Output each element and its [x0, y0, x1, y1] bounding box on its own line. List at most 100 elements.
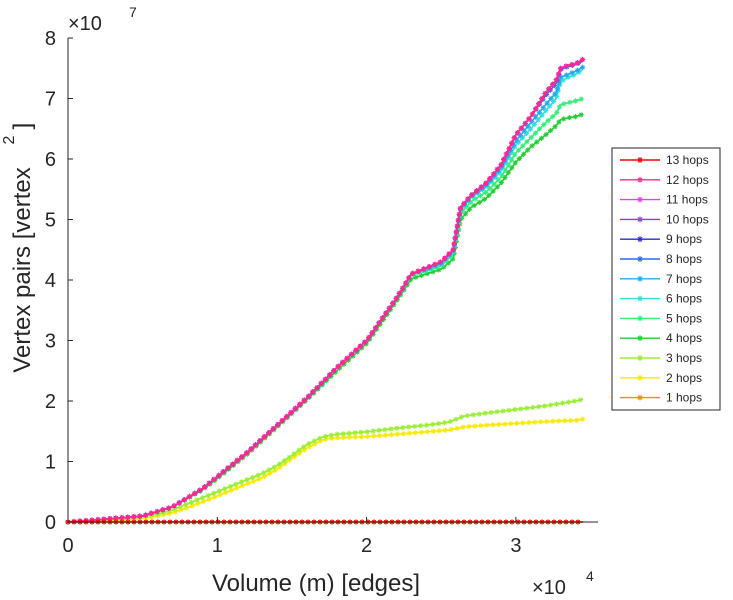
- data-point: [396, 290, 403, 296]
- data-point: [176, 500, 182, 506]
- data-point: [217, 492, 223, 498]
- data-point: [348, 351, 355, 357]
- data-point: [553, 77, 560, 83]
- data-point: [528, 134, 534, 141]
- data-point: [189, 503, 195, 509]
- data-point: [415, 268, 421, 274]
- series-11-hops: [65, 56, 586, 525]
- data-point: [257, 438, 263, 444]
- data-point: [234, 485, 240, 491]
- data-point: [567, 99, 573, 105]
- data-point: [200, 499, 206, 505]
- data-point: [432, 261, 438, 268]
- data-point: [376, 427, 382, 433]
- data-point: [362, 339, 368, 345]
- data-point: [539, 96, 545, 102]
- data-point: [383, 310, 389, 316]
- data-point: [552, 91, 558, 97]
- data-point: [502, 167, 508, 173]
- data-point: [206, 480, 212, 486]
- data-point: [578, 112, 584, 118]
- series-line: [67, 60, 584, 523]
- data-point: [400, 424, 406, 431]
- series-markers: [65, 112, 584, 525]
- data-point: [400, 431, 407, 437]
- data-point: [563, 72, 570, 78]
- series-6-hops: [65, 68, 584, 525]
- data-point: [353, 347, 359, 353]
- data-point: [520, 420, 526, 426]
- legend-entry: 13 hops: [620, 153, 709, 167]
- data-point: [512, 160, 518, 166]
- data-point: [451, 241, 457, 247]
- data-point: [569, 62, 575, 68]
- data-point: [457, 205, 464, 211]
- y-axis-title-superscript: 2: [1, 135, 18, 144]
- series-markers: [65, 64, 586, 525]
- data-point: [553, 401, 560, 407]
- data-point: [478, 423, 484, 429]
- data-point: [403, 280, 409, 286]
- data-point: [255, 472, 261, 478]
- data-point: [250, 478, 257, 484]
- data-point: [536, 101, 542, 107]
- legend-label: 4 hops: [666, 331, 702, 345]
- series-4-hops: [65, 112, 584, 525]
- data-point: [412, 423, 418, 429]
- data-point: [561, 116, 567, 122]
- series-line: [67, 58, 584, 523]
- data-point: [413, 274, 419, 280]
- data-point: [448, 426, 454, 433]
- data-point: [532, 419, 538, 425]
- x-ticks: 0 1 2 3: [62, 517, 521, 557]
- data-point: [496, 421, 502, 428]
- legend-marker: [637, 355, 643, 361]
- data-point: [529, 143, 535, 149]
- legend-label: 2 hops: [666, 371, 702, 385]
- data-point: [288, 409, 294, 416]
- data-point: [137, 513, 143, 519]
- data-point: [296, 447, 302, 453]
- data-point: [379, 315, 386, 321]
- data-point: [310, 389, 316, 395]
- data-point: [261, 470, 267, 476]
- legend-label: 8 hops: [666, 252, 702, 266]
- data-point: [518, 406, 524, 412]
- series-10-hops: [65, 56, 586, 525]
- data-point: [388, 426, 394, 432]
- legend: 13 hops 12 hops 11 hops 10 hops 9 hops 8 hops…: [611, 147, 721, 411]
- legend-entry: 6 hops: [620, 292, 702, 306]
- data-point: [542, 403, 548, 409]
- data-point: [186, 493, 193, 500]
- legend-label: 1 hops: [666, 391, 702, 405]
- data-point: [456, 211, 463, 217]
- legend-marker: [637, 176, 643, 183]
- y-tick-label: 4: [45, 270, 56, 292]
- x-axis-exponent: 4: [586, 568, 594, 584]
- data-point: [266, 470, 273, 477]
- legend-marker: [637, 236, 643, 243]
- data-point: [390, 300, 396, 306]
- data-point: [458, 414, 465, 420]
- data-point: [574, 417, 580, 423]
- data-point: [202, 484, 208, 490]
- data-point: [556, 119, 562, 125]
- series-line: [67, 398, 584, 523]
- data-point: [534, 139, 540, 145]
- data-point: [238, 479, 245, 485]
- data-point: [233, 481, 239, 487]
- data-point: [317, 435, 323, 441]
- data-point: [472, 423, 478, 429]
- data-point: [113, 515, 119, 521]
- data-point: [537, 126, 543, 132]
- data-point: [216, 472, 222, 479]
- data-point: [358, 434, 365, 440]
- data-point: [192, 490, 198, 497]
- data-point: [223, 490, 229, 496]
- data-point: [334, 431, 340, 437]
- data-point: [501, 156, 507, 162]
- data-point: [271, 464, 277, 470]
- data-point: [331, 367, 337, 374]
- data-point: [275, 421, 281, 428]
- series-markers: [65, 60, 581, 525]
